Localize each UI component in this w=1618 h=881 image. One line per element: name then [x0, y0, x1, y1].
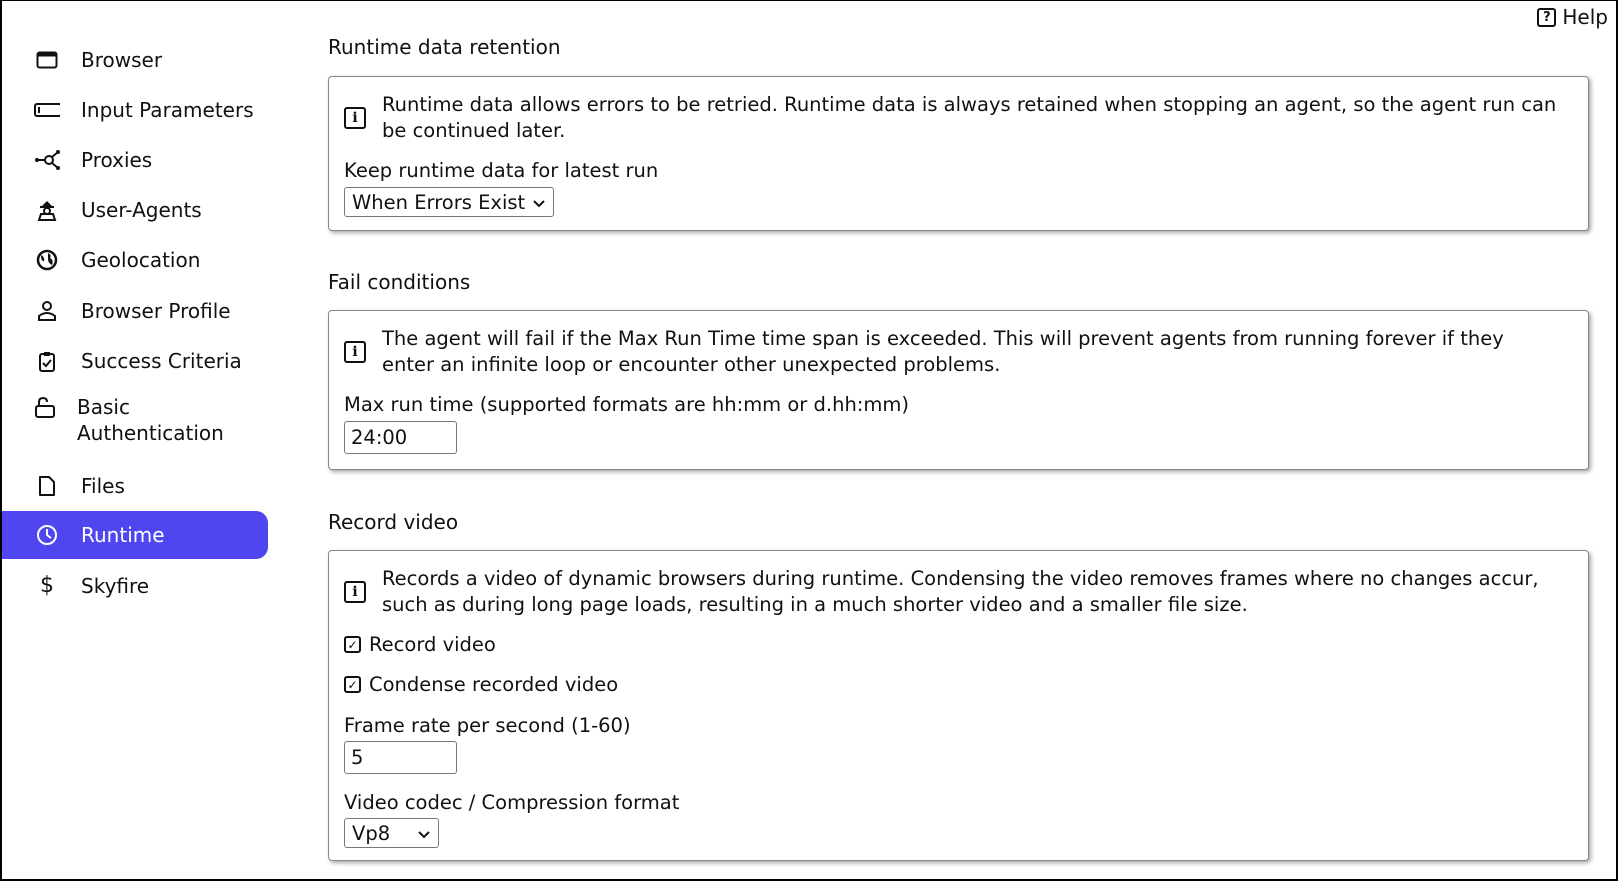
max-run-time-input[interactable]: 24:00: [344, 421, 457, 454]
checkmark-icon: ✓: [344, 676, 361, 693]
input-field-icon: [34, 97, 60, 123]
checkmark-icon: ✓: [344, 636, 361, 653]
sidebar-item-basic-authentication[interactable]: Basic Authentication: [2, 392, 268, 452]
video-description: Records a video of dynamic browsers duri…: [382, 567, 1539, 616]
fail-panel: i The agent will fail if the Max Run Tim…: [328, 310, 1589, 470]
sidebar-item-geolocation[interactable]: Geolocation: [2, 235, 268, 284]
max-run-time-label: Max run time (supported formats are hh:m…: [344, 393, 909, 416]
sidebar-item-browser[interactable]: Browser: [2, 35, 268, 84]
condense-video-label: Condense recorded video: [369, 673, 619, 696]
retention-select[interactable]: When Errors Exist: [344, 187, 554, 217]
retention-description: Runtime data allows errors to be retried…: [382, 93, 1557, 142]
network-nodes-icon: [34, 147, 60, 173]
sidebar-item-skyfire[interactable]: $ Skyfire: [2, 561, 268, 610]
fail-description: The agent will fail if the Max Run Time …: [382, 327, 1504, 376]
sidebar-item-input-parameters[interactable]: Input Parameters: [2, 85, 268, 134]
record-video-checkbox[interactable]: ✓ Record video: [344, 633, 496, 656]
clipboard-check-icon: [34, 348, 60, 374]
sidebar-item-browser-profile[interactable]: Browser Profile: [2, 286, 268, 335]
chevron-down-icon: [417, 822, 431, 845]
codec-select[interactable]: Vp8: [344, 818, 439, 848]
sidebar-item-success-criteria[interactable]: Success Criteria: [2, 336, 268, 385]
section-title-fail: Fail conditions: [328, 270, 471, 294]
retention-panel: i Runtime data allows errors to be retri…: [328, 76, 1589, 231]
info-icon: i: [344, 107, 366, 129]
record-video-label: Record video: [369, 633, 496, 656]
retention-value: When Errors Exist: [352, 190, 526, 214]
section-title-video: Record video: [328, 510, 459, 534]
retention-label: Keep runtime data for latest run: [344, 159, 659, 182]
user-profile-icon: [34, 298, 60, 324]
codec-label: Video codec / Compression format: [344, 791, 680, 814]
chevron-down-icon: [532, 191, 546, 214]
info-icon: i: [344, 341, 366, 363]
help-button[interactable]: ? Help: [1537, 5, 1608, 29]
help-label: Help: [1562, 5, 1608, 29]
sidebar-item-files[interactable]: Files: [2, 461, 268, 510]
clock-icon: [34, 522, 60, 548]
file-icon: [34, 473, 60, 499]
unlock-icon: [32, 394, 58, 420]
video-panel: i Records a video of dynamic browsers du…: [328, 550, 1589, 861]
condense-video-checkbox[interactable]: ✓ Condense recorded video: [344, 673, 618, 696]
globe-icon: [34, 247, 60, 273]
spy-agent-icon: [34, 197, 60, 223]
sidebar-item-runtime[interactable]: Runtime: [2, 511, 268, 559]
fps-label: Frame rate per second (1-60): [344, 714, 631, 737]
question-square-icon: ?: [1537, 7, 1557, 27]
info-icon: i: [344, 581, 366, 603]
fps-input[interactable]: 5: [344, 741, 457, 774]
browser-window-icon: [34, 47, 60, 73]
section-title-retention: Runtime data retention: [328, 35, 561, 59]
sidebar-item-user-agents[interactable]: User-Agents: [2, 185, 268, 234]
codec-value: Vp8: [352, 821, 391, 845]
dollar-icon: $: [40, 573, 54, 598]
sidebar-item-proxies[interactable]: Proxies: [2, 135, 268, 184]
